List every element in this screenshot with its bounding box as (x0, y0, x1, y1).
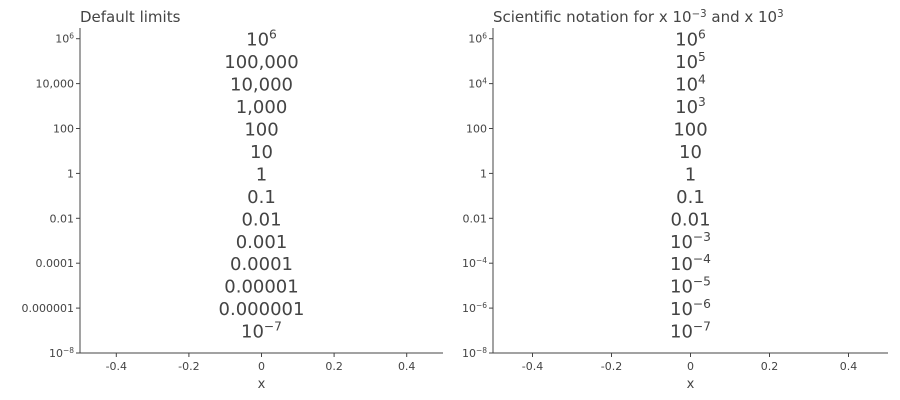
data-label: 0.000001 (219, 299, 305, 320)
data-label: 10−3 (670, 230, 711, 253)
chart-panel-2: Scientific notation for x 10−3 and x 103… (462, 8, 888, 392)
y-tick-label: 106 (55, 31, 74, 46)
y-tick-label: 104 (468, 76, 487, 91)
data-label: 1 (685, 164, 696, 185)
x-tick-label: 0 (687, 360, 694, 373)
x-tick-label: -0.2 (178, 360, 199, 373)
data-label: 0.01 (670, 209, 710, 230)
data-label: 10−6 (670, 297, 711, 320)
x-tick-label: 0.2 (325, 360, 343, 373)
data-label: 104 (675, 73, 706, 96)
data-label: 105 (675, 50, 706, 73)
chart-title: Scientific notation for x 10−3 and x 103 (493, 8, 784, 26)
data-label: 106 (246, 28, 277, 51)
x-tick-label: -0.2 (601, 360, 622, 373)
x-tick-label: -0.4 (106, 360, 127, 373)
y-tick-label: 10,000 (36, 78, 75, 91)
x-tick-label: 0.4 (840, 360, 858, 373)
data-label: 0.0001 (230, 254, 293, 275)
data-label: 10−7 (241, 320, 282, 343)
x-tick-label: 0.2 (761, 360, 779, 373)
x-axis-label: x (258, 377, 266, 392)
data-label: 10,000 (230, 75, 293, 96)
x-tick-label: -0.4 (522, 360, 543, 373)
data-label: 10−5 (670, 275, 711, 298)
data-label: 10−7 (670, 320, 711, 343)
data-label: 0.001 (236, 232, 288, 253)
y-tick-label: 10−8 (49, 346, 74, 361)
y-tick-label: 1 (480, 167, 487, 180)
data-label: 0.00001 (224, 277, 298, 298)
y-tick-label: 0.01 (50, 212, 75, 225)
y-tick-label: 106 (468, 31, 487, 46)
data-label: 100 (244, 120, 278, 141)
y-tick-label: 0.01 (463, 212, 488, 225)
x-tick-label: 0 (258, 360, 265, 373)
data-label: 1,000 (236, 97, 288, 118)
y-tick-label: 0.000001 (22, 302, 75, 315)
data-label: 10 (250, 142, 273, 163)
chart-panel-1: Default limits10610,00010010.010.00010.0… (22, 8, 443, 392)
data-label: 103 (675, 95, 706, 118)
data-label: 0.1 (676, 187, 705, 208)
x-axis-label: x (687, 377, 695, 392)
data-label: 10 (679, 142, 702, 163)
y-tick-label: 10−8 (462, 346, 487, 361)
y-tick-label: 1 (67, 167, 74, 180)
y-tick-label: 100 (466, 123, 487, 136)
y-tick-label: 10−4 (462, 256, 487, 271)
y-tick-label: 100 (53, 123, 74, 136)
chart-title: Default limits (80, 8, 181, 26)
data-label: 10−4 (670, 252, 711, 275)
data-label: 100 (673, 120, 707, 141)
data-label: 0.01 (241, 209, 281, 230)
x-tick-label: 0.4 (398, 360, 416, 373)
y-tick-label: 0.0001 (36, 257, 75, 270)
y-tick-label: 10−6 (462, 301, 487, 316)
data-label: 0.1 (247, 187, 276, 208)
data-label: 106 (675, 28, 706, 51)
data-label: 1 (256, 164, 267, 185)
data-label: 100,000 (224, 52, 298, 73)
